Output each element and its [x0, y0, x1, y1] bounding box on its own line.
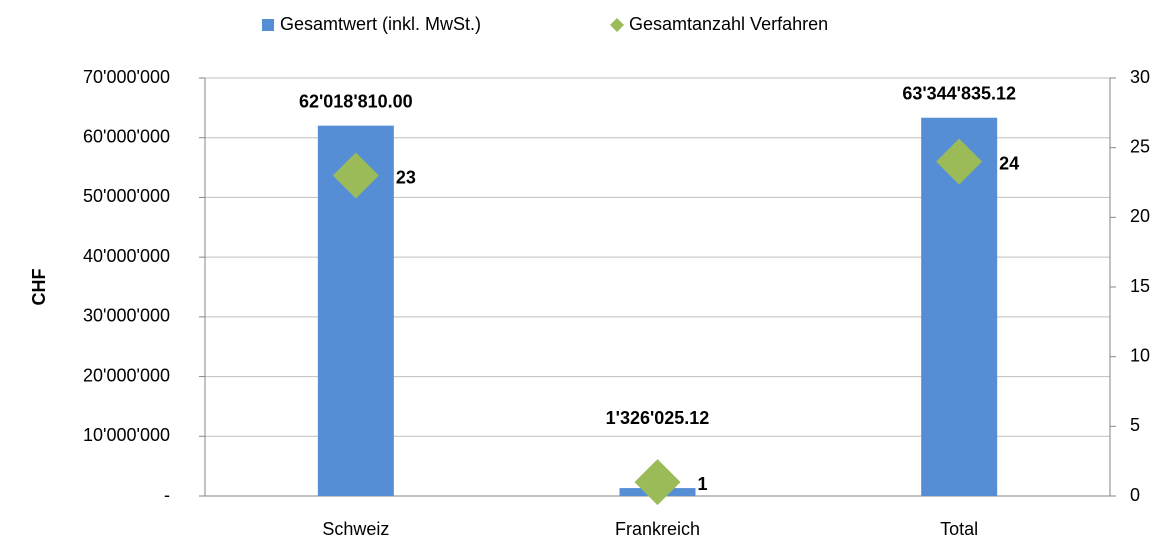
x-tick-label: Schweiz	[322, 519, 389, 539]
y2-tick-label: 30	[1130, 67, 1150, 87]
y2-tick-label: 25	[1130, 136, 1150, 156]
y-tick-label: 20'000'000	[83, 365, 170, 385]
y-tick-label: 40'000'000	[83, 246, 170, 266]
data-label: 62'018'810.00	[299, 91, 413, 111]
y-tick-label: 50'000'000	[83, 186, 170, 206]
x-tick-label: Total	[940, 519, 978, 539]
data-label: 24	[999, 153, 1019, 173]
diamond-marker	[936, 138, 983, 185]
data-label: 63'344'835.12	[902, 83, 1016, 103]
y2-tick-label: 5	[1130, 415, 1140, 435]
x-tick-label: Frankreich	[615, 519, 700, 539]
legend-label: Gesamtanzahl Verfahren	[629, 14, 828, 34]
diamond-marker	[332, 152, 379, 199]
y-tick-label: 70'000'000	[83, 67, 170, 87]
y-tick-label: 30'000'000	[83, 306, 170, 326]
y-tick-label: -	[164, 485, 170, 505]
legend-label: Gesamtwert (inkl. MwSt.)	[280, 14, 481, 34]
y2-tick-label: 15	[1130, 276, 1150, 296]
y2-tick-label: 20	[1130, 206, 1150, 226]
legend-swatch	[610, 18, 624, 32]
y-tick-label: 10'000'000	[83, 425, 170, 445]
data-label: 1	[698, 474, 708, 494]
legend-swatch	[262, 19, 274, 31]
data-label: 23	[396, 167, 416, 187]
y2-tick-label: 0	[1130, 485, 1140, 505]
y-tick-label: 60'000'000	[83, 126, 170, 146]
y-axis-label: CHF	[29, 269, 49, 306]
diamond-marker	[634, 459, 681, 506]
data-label: 1'326'025.12	[606, 408, 710, 428]
y2-tick-label: 10	[1130, 345, 1150, 365]
